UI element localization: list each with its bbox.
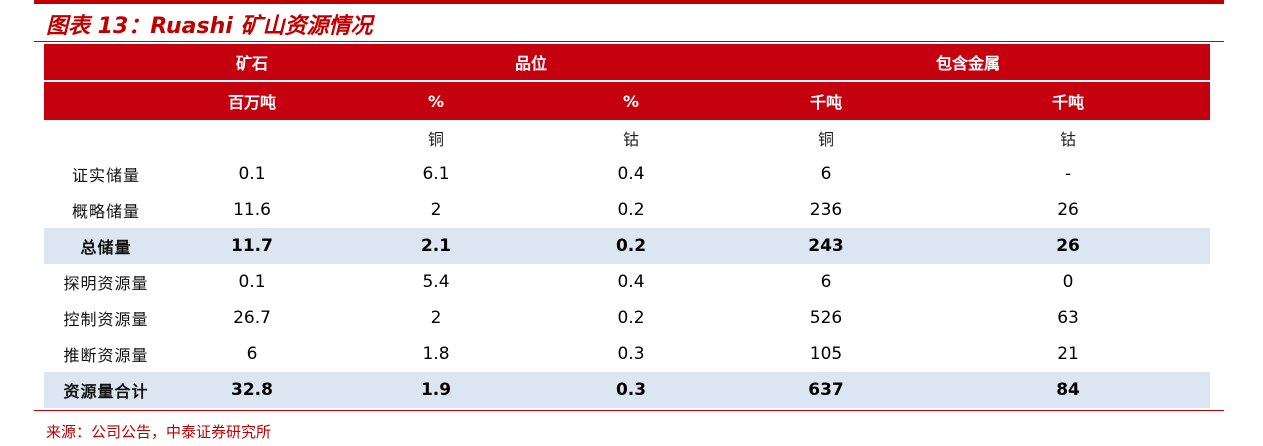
sub-cell: 铜 [427, 130, 444, 149]
unit-cell: 千吨 [726, 80, 927, 120]
table-cell: 1.8 [422, 344, 450, 364]
header-row-2: 百万吨 % % 千吨 千吨 [44, 80, 1211, 120]
table-cell: 637 [726, 372, 927, 408]
table-cell: 526 [809, 308, 843, 328]
metal-subheader-row: 铜 钴 铜 钴 [44, 120, 1210, 156]
table-row: 证实储量 0.1 6.1 0.4 6 - [44, 156, 1210, 192]
sub-cell: 钴 [623, 130, 640, 149]
table-cell: 105 [809, 344, 843, 364]
table-cell: 63 [1057, 308, 1079, 328]
top-rule [34, 0, 1224, 4]
header-cell [44, 44, 168, 81]
unit-cell: 千吨 [926, 80, 1211, 120]
header-grade: 品位 [336, 44, 727, 81]
bottom-rule [34, 410, 1224, 411]
unit-cell: % [336, 80, 536, 120]
header-row-1: 矿石 品位 包含金属 [44, 44, 1211, 81]
table-cell: 26.7 [233, 308, 271, 328]
table-cell: 2.1 [336, 228, 536, 264]
sub-cell: 钴 [1060, 130, 1077, 149]
table-cell: 6.1 [422, 164, 450, 184]
table-cell: 11.6 [233, 200, 271, 220]
row-label: 概略储量 [71, 202, 140, 221]
table-cell: 0 [1062, 272, 1074, 292]
table-cell: 84 [926, 372, 1211, 408]
resource-table: 矿石 品位 包含金属 百万吨 % % 千吨 千吨 铜 钴 铜 钴 证实储量 0.1… [44, 44, 1211, 408]
unit-cell: 百万吨 [168, 80, 336, 120]
sub-cell [44, 120, 168, 156]
row-label: 推断资源量 [63, 346, 149, 365]
table-row: 资源量合计 32.8 1.9 0.3 637 84 [44, 372, 1211, 408]
table-row: 概略储量 11.6 2 0.2 236 26 [44, 192, 1210, 228]
row-label: 探明资源量 [63, 274, 149, 293]
header-cell [44, 80, 168, 120]
table-cell: 0.4 [617, 164, 645, 184]
header-contained-metal: 包含金属 [726, 44, 1211, 81]
table-cell: 2 [430, 200, 442, 220]
header-ore: 矿石 [168, 44, 336, 81]
table-cell: 243 [726, 228, 927, 264]
title-rule [34, 41, 1224, 42]
unit-cell: % [536, 80, 727, 120]
table-cell: 0.2 [617, 200, 645, 220]
table-cell: 21 [1057, 344, 1079, 364]
sub-cell [168, 120, 336, 156]
table-cell: 0.3 [536, 372, 727, 408]
table-cell: 26 [926, 228, 1211, 264]
table-cell: 0.1 [238, 164, 266, 184]
row-label: 控制资源量 [63, 310, 149, 329]
table-cell: 0.4 [617, 272, 645, 292]
row-label: 资源量合计 [44, 372, 168, 408]
table-cell: 1.9 [336, 372, 536, 408]
table-cell: 6 [820, 272, 832, 292]
table-cell: 6 [820, 164, 832, 184]
page-title: 图表 13：Ruashi 矿山资源情况 [46, 14, 373, 39]
table-cell: 2 [430, 308, 442, 328]
sub-cell: 铜 [818, 130, 835, 149]
row-label: 证实储量 [71, 166, 140, 185]
table-cell: 32.8 [168, 372, 336, 408]
table-row: 推断资源量 6 1.8 0.3 105 21 [44, 336, 1210, 372]
table-cell: 0.2 [536, 228, 727, 264]
table-cell: 5.4 [422, 272, 450, 292]
table-cell: 26 [1057, 200, 1079, 220]
table-cell: 6 [246, 344, 258, 364]
table-cell: 236 [809, 200, 843, 220]
table-cell: 11.7 [168, 228, 336, 264]
table-row: 总储量 11.7 2.1 0.2 243 26 [44, 228, 1211, 264]
table-cell: 0.3 [617, 344, 645, 364]
table-row: 探明资源量 0.1 5.4 0.4 6 0 [44, 264, 1210, 300]
source-note: 来源：公司公告，中泰证券研究所 [46, 423, 272, 441]
table-row: 控制资源量 26.7 2 0.2 526 63 [44, 300, 1210, 336]
table-cell: 0.2 [617, 308, 645, 328]
table-cell: 0.1 [238, 272, 266, 292]
table-cell: - [1064, 164, 1072, 184]
row-label: 总储量 [44, 228, 168, 264]
